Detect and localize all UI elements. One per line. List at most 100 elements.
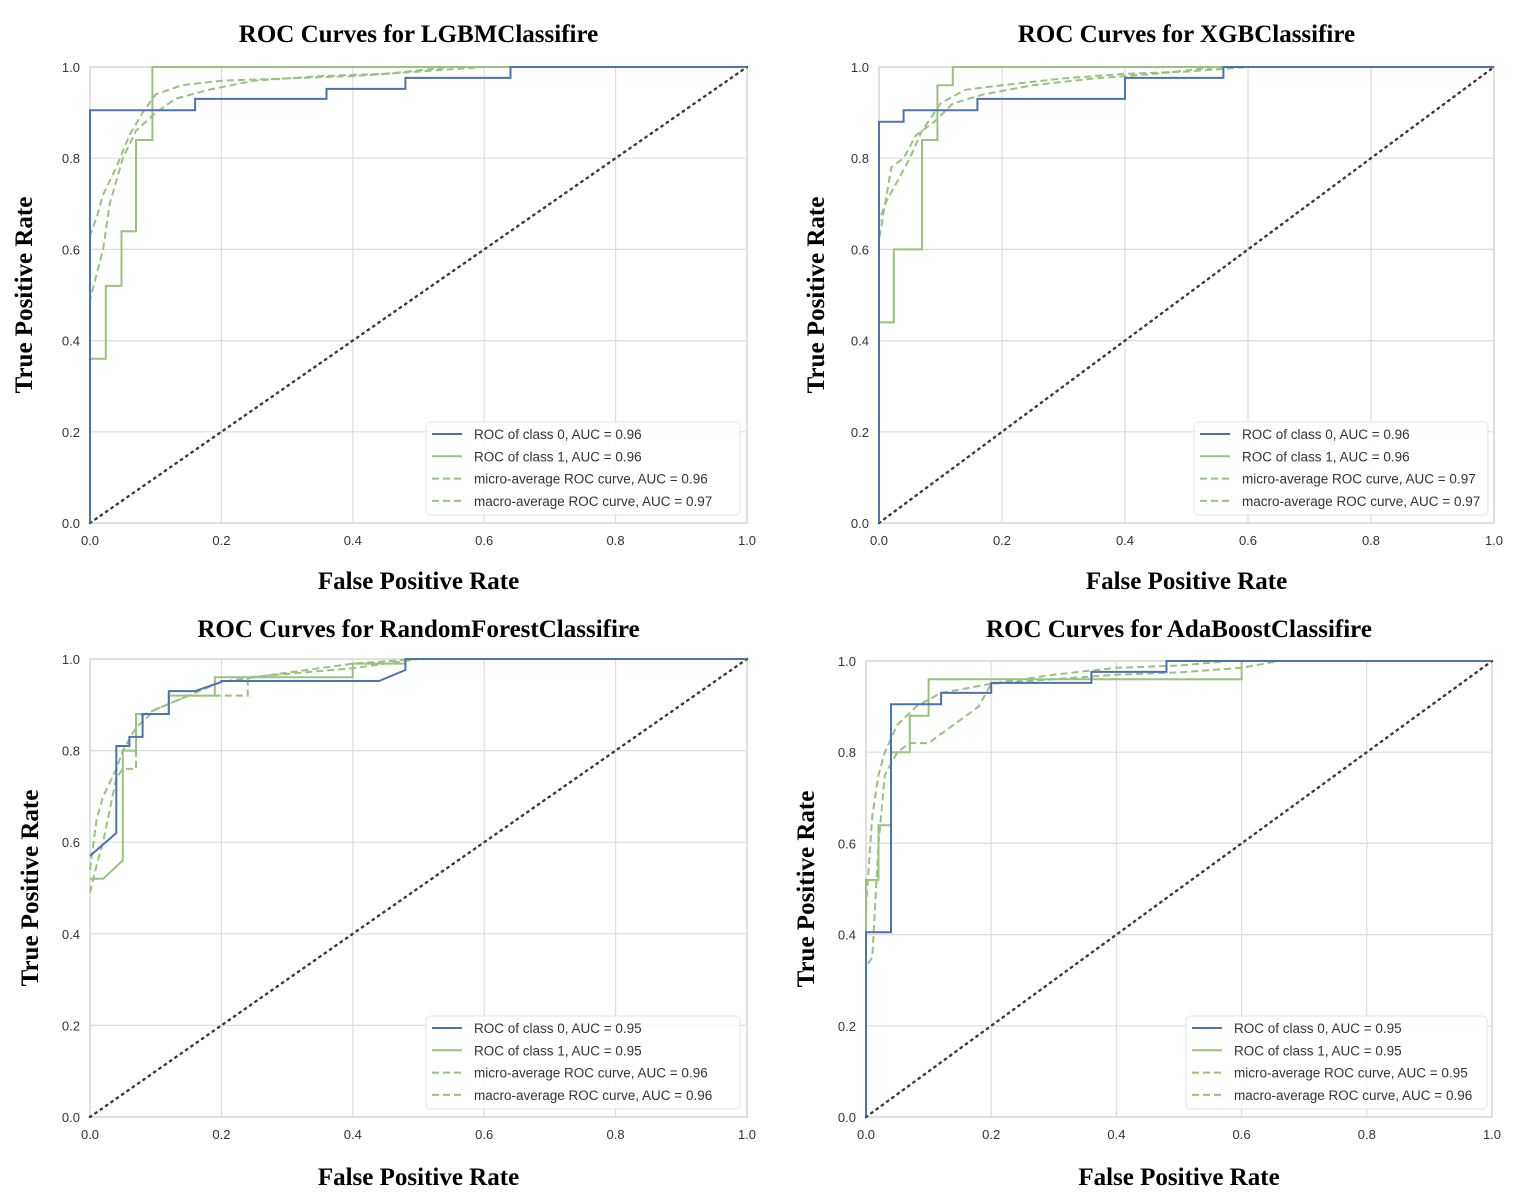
y-axis-label: True Positive Rate <box>793 791 820 988</box>
x-tick-label: 1.0 <box>738 1127 756 1142</box>
roc-class0-line <box>89 658 747 857</box>
x-tick-label: 0.6 <box>475 533 493 548</box>
x-tick-label: 0.4 <box>1116 533 1134 548</box>
y-tick-label: 0.2 <box>851 425 869 440</box>
chance-diagonal-line <box>864 659 1494 1119</box>
legend-box <box>1193 421 1489 516</box>
x-tick-label: 0.0 <box>81 1127 99 1142</box>
x-tick-label: 0.4 <box>344 533 362 548</box>
roc-class1-line <box>878 66 1494 523</box>
y-tick-label: 1.0 <box>851 60 869 75</box>
legend-entry: micro-average ROC curve, AUC = 0.97 <box>1242 472 1476 487</box>
y-tick-label: 0.8 <box>851 151 869 166</box>
roc-class1-line <box>89 66 747 523</box>
chart-title: ROC Curves for LGBMClassifire <box>239 21 598 48</box>
y-tick-label: 0.8 <box>62 151 80 166</box>
legend-entry: ROC of class 0, AUC = 0.95 <box>474 1021 642 1036</box>
roc-class1-line <box>865 660 1492 1117</box>
y-tick-label: 0.8 <box>62 744 80 759</box>
y-tick-label: 1.0 <box>62 652 80 667</box>
x-tick-label: 0.0 <box>81 533 99 548</box>
chance-diagonal-line <box>877 65 1496 525</box>
y-tick-label: 0.0 <box>838 1110 856 1125</box>
roc-class0-line <box>89 66 747 523</box>
x-tick-label: 0.0 <box>857 1127 875 1142</box>
macro-average-line <box>865 660 1492 1117</box>
legend: ROC of class 0, AUC = 0.95 ROC of class 1… <box>1185 1015 1488 1110</box>
x-tick-label: 0.4 <box>344 1127 362 1142</box>
x-tick-label: 0.6 <box>1239 533 1257 548</box>
legend-box <box>425 1015 741 1110</box>
x-tick-label: 0.8 <box>1362 533 1380 548</box>
x-tick-label: 0.8 <box>607 533 625 548</box>
x-tick-label: 0.8 <box>607 1127 625 1142</box>
y-tick-label: 0.0 <box>851 516 869 531</box>
x-tick-label: 0.6 <box>475 1127 493 1142</box>
x-tick-label: 1.0 <box>1483 1127 1501 1142</box>
legend: ROC of class 0, AUC = 0.96 ROC of class 1… <box>425 421 741 516</box>
legend-entry: macro-average ROC curve, AUC = 0.97 <box>1242 494 1480 509</box>
y-tick-label: 0.4 <box>851 334 869 349</box>
chart-randomforest: 0.0 0.2 0.4 0.6 0.8 1.0 0.0 0.2 0.4 0.6 0.8 1.0 ROC … <box>17 616 756 1191</box>
y-axis-label: True Positive Rate <box>11 197 38 394</box>
y-tick-label: 1.0 <box>838 654 856 669</box>
x-axis-label: False Positive Rate <box>318 1164 519 1191</box>
y-tick-label: 0.4 <box>838 928 856 943</box>
legend-entry: ROC of class 1, AUC = 0.96 <box>1242 449 1410 464</box>
x-axis-label: False Positive Rate <box>1078 1164 1279 1191</box>
legend: ROC of class 0, AUC = 0.96 ROC of class 1… <box>1193 421 1489 516</box>
legend-entry: macro-average ROC curve, AUC = 0.97 <box>474 494 712 509</box>
y-tick-label: 0.2 <box>62 1018 80 1033</box>
roc-class0-line <box>878 66 1494 523</box>
y-axis-label: True Positive Rate <box>17 790 44 987</box>
x-tick-label: 0.0 <box>870 533 888 548</box>
legend-entry: ROC of class 0, AUC = 0.96 <box>1242 427 1410 442</box>
x-tick-label: 1.0 <box>738 533 756 548</box>
x-tick-label: 0.6 <box>1233 1127 1251 1142</box>
legend-entry: micro-average ROC curve, AUC = 0.96 <box>474 1066 708 1081</box>
y-tick-label: 0.6 <box>851 242 869 257</box>
chart-xgb: 0.0 0.2 0.4 0.6 0.8 1.0 0.0 0.2 0.4 0.6 0.8 1.0 ROC … <box>803 21 1503 595</box>
x-tick-label: 0.2 <box>993 533 1011 548</box>
y-tick-label: 0.4 <box>62 334 80 349</box>
chart-adaboost: 0.0 0.2 0.4 0.6 0.8 1.0 0.0 0.2 0.4 0.6 0.8 1.0 ROC … <box>793 616 1501 1191</box>
y-axis-label: True Positive Rate <box>803 197 830 394</box>
y-tick-label: 0.4 <box>62 927 80 942</box>
y-tick-label: 0.6 <box>62 835 80 850</box>
x-tick-label: 0.8 <box>1358 1127 1376 1142</box>
y-tick-label: 0.0 <box>62 1110 80 1125</box>
y-tick-label: 0.8 <box>838 745 856 760</box>
legend-entry: ROC of class 0, AUC = 0.96 <box>474 427 642 442</box>
y-tick-label: 0.2 <box>838 1019 856 1034</box>
macro-average-line <box>89 66 747 523</box>
x-tick-label: 0.2 <box>212 1127 230 1142</box>
legend-entry: micro-average ROC curve, AUC = 0.95 <box>1234 1066 1468 1081</box>
x-axis-label: False Positive Rate <box>318 568 519 595</box>
chart-lgbm: 0.0 0.2 0.4 0.6 0.8 1.0 0.0 0.2 0.4 0.6 0.8 1.0 ROC … <box>11 21 756 595</box>
legend-entry: macro-average ROC curve, AUC = 0.96 <box>474 1088 712 1103</box>
legend-box <box>425 421 741 516</box>
x-tick-label: 1.0 <box>1485 533 1503 548</box>
x-tick-label: 0.2 <box>212 533 230 548</box>
y-tick-label: 1.0 <box>62 60 80 75</box>
roc-class0-line <box>865 660 1492 1117</box>
micro-average-line <box>865 660 1492 1117</box>
y-tick-label: 0.2 <box>62 425 80 440</box>
x-axis-label: False Positive Rate <box>1086 568 1287 595</box>
legend-entry: ROC of class 1, AUC = 0.95 <box>1234 1043 1402 1058</box>
legend-entry: micro-average ROC curve, AUC = 0.96 <box>474 472 708 487</box>
legend-entry: ROC of class 0, AUC = 0.95 <box>1234 1021 1402 1036</box>
y-tick-label: 0.6 <box>62 242 80 257</box>
chart-title: ROC Curves for RandomForestClassifire <box>197 616 639 643</box>
chart-title: ROC Curves for AdaBoostClassifire <box>986 616 1372 643</box>
micro-average-line <box>89 658 747 870</box>
legend-box <box>1185 1015 1488 1110</box>
legend-entry: ROC of class 1, AUC = 0.96 <box>474 449 642 464</box>
macro-average-line <box>878 66 1494 523</box>
y-tick-label: 0.0 <box>62 516 80 531</box>
legend-entry: ROC of class 1, AUC = 0.95 <box>474 1043 642 1058</box>
x-tick-label: 0.2 <box>982 1127 1000 1142</box>
legend-entry: macro-average ROC curve, AUC = 0.96 <box>1234 1088 1472 1103</box>
x-tick-label: 0.4 <box>1107 1127 1125 1142</box>
